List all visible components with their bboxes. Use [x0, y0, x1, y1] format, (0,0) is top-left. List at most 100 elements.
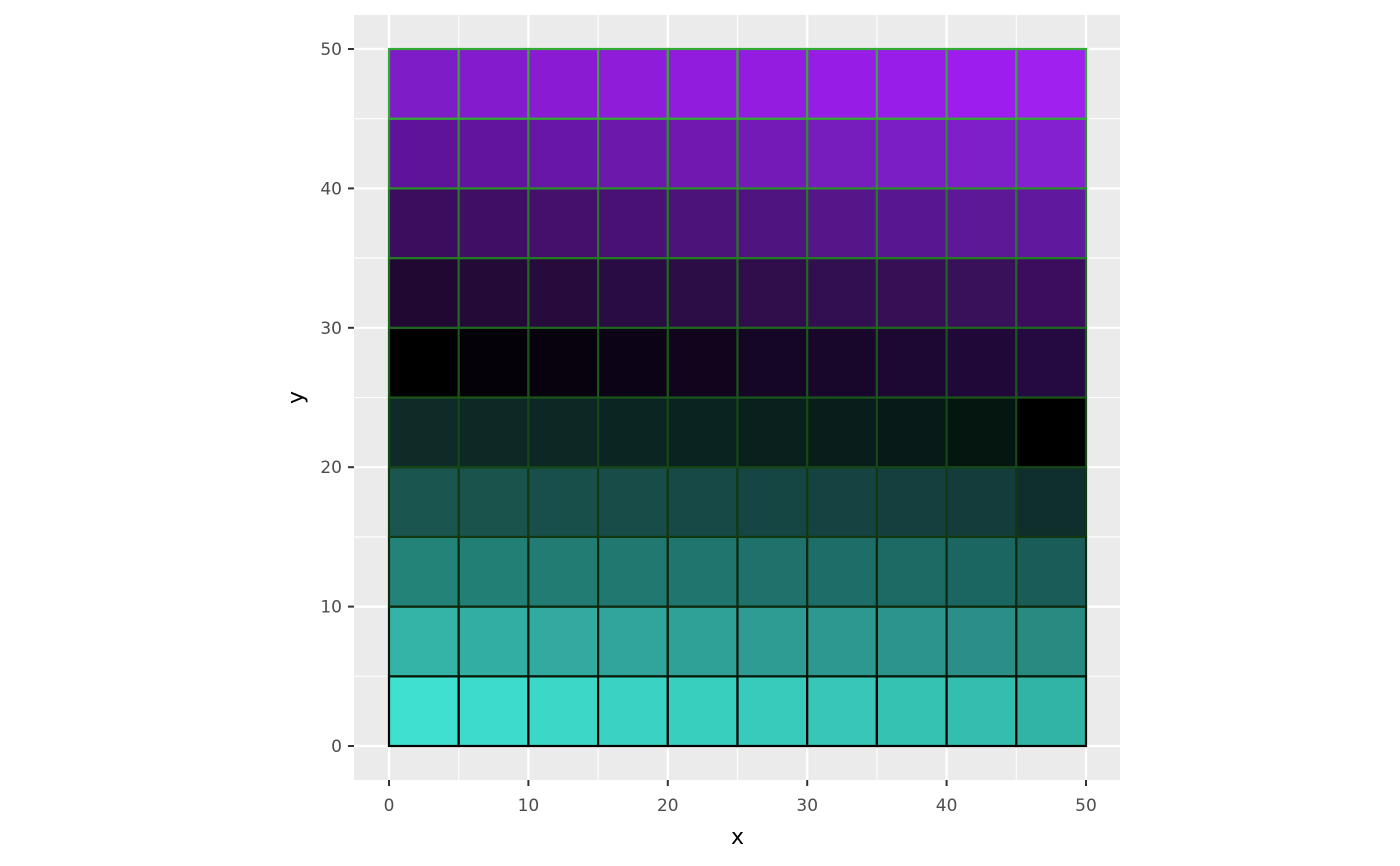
heatmap-tile — [387, 47, 460, 120]
heatmap-tile — [387, 535, 460, 608]
heatmap-tile — [875, 117, 948, 190]
heatmap-tile — [806, 535, 879, 608]
heatmap-tile — [806, 117, 879, 190]
heatmap-tile — [806, 396, 879, 469]
x-tick-label: 30 — [796, 796, 818, 816]
heatmap-tile — [527, 535, 600, 608]
heatmap-tile — [875, 605, 948, 678]
heatmap-tile — [945, 117, 1018, 190]
heatmap-tile — [875, 675, 948, 748]
heatmap-tile — [666, 117, 739, 190]
heatmap-tile — [875, 396, 948, 469]
heatmap-tile — [457, 326, 530, 399]
heatmap-tile — [457, 257, 530, 329]
heatmap-tile — [736, 117, 809, 190]
x-axis-title: x — [731, 825, 744, 850]
heatmap-tile — [666, 466, 739, 539]
heatmap-tile — [596, 117, 669, 190]
heatmap-tile — [457, 605, 530, 678]
heatmap-tile — [527, 117, 600, 190]
heatmap-tile — [945, 605, 1018, 678]
heatmap-tile — [1015, 257, 1088, 329]
heatmap-tile — [387, 257, 460, 329]
heatmap-tile — [666, 47, 739, 120]
heatmap-tile — [387, 466, 460, 539]
heatmap-tile — [1015, 535, 1088, 608]
heatmap-tile — [875, 535, 948, 608]
y-tick-label: 0 — [331, 737, 342, 757]
heatmap-tile — [1015, 605, 1088, 678]
heatmap-tile — [736, 466, 809, 539]
x-axis: 0 10 20 30 40 50 — [384, 780, 1097, 816]
heatmap-tile — [527, 47, 600, 120]
heatmap-tile — [596, 535, 669, 608]
heatmap-tile — [666, 326, 739, 399]
heatmap-tile — [945, 396, 1018, 469]
y-tick-label: 40 — [320, 179, 342, 199]
x-tick-label: 50 — [1075, 796, 1097, 816]
heatmap-tile — [666, 187, 739, 260]
heatmap-tile — [596, 326, 669, 399]
y-tick-label: 20 — [320, 458, 342, 478]
heatmap-tile — [945, 326, 1018, 399]
heatmap-tiles — [387, 47, 1088, 748]
heatmap-tile — [736, 187, 809, 260]
heatmap-tile — [806, 466, 879, 539]
heatmap-tile — [736, 675, 809, 748]
heatmap-tile — [806, 326, 879, 399]
heatmap-tile — [736, 535, 809, 608]
heatmap-tile — [875, 187, 948, 260]
x-tick-label: 10 — [518, 796, 540, 816]
heatmap-tile — [875, 47, 948, 120]
heatmap-tile — [736, 257, 809, 329]
heatmap-tile — [457, 187, 530, 260]
heatmap-tile — [875, 326, 948, 399]
heatmap-tile — [1015, 326, 1088, 399]
heatmap-tile — [945, 257, 1018, 329]
x-tick-label: 0 — [384, 796, 395, 816]
heatmap-tile — [457, 675, 530, 748]
heatmap-tile — [945, 675, 1018, 748]
heatmap-tile — [666, 535, 739, 608]
y-axis-title: y — [284, 391, 309, 404]
heatmap-tile — [387, 326, 460, 399]
y-tick-label: 10 — [320, 598, 342, 618]
heatmap-tile — [527, 605, 600, 678]
heatmap-tile — [527, 257, 600, 329]
heatmap-tile — [736, 47, 809, 120]
heatmap-tile — [736, 396, 809, 469]
heatmap-tile — [945, 535, 1018, 608]
heatmap-tile — [596, 47, 669, 120]
y-tick-label: 30 — [320, 319, 342, 339]
heatmap-tile — [875, 466, 948, 539]
heatmap-tile — [945, 466, 1018, 539]
heatmap-tile — [806, 675, 879, 748]
heatmap-tile — [387, 605, 460, 678]
heatmap-tile — [736, 326, 809, 399]
heatmap-tile — [596, 187, 669, 260]
heatmap-tile — [457, 396, 530, 469]
heatmap-tile — [945, 187, 1018, 260]
heatmap-tile — [457, 466, 530, 539]
heatmap-tile — [1015, 396, 1088, 469]
heatmap-tile — [806, 605, 879, 678]
heatmap-tile — [596, 257, 669, 329]
heatmap-tile — [596, 675, 669, 748]
heatmap-tile — [387, 396, 460, 469]
heatmap-tile — [527, 187, 600, 260]
heatmap-tile — [596, 605, 669, 678]
x-tick-label: 20 — [657, 796, 679, 816]
heatmap-tile — [527, 466, 600, 539]
heatmap-tile — [945, 47, 1018, 120]
heatmap-tile — [596, 466, 669, 539]
heatmap-tile — [1015, 466, 1088, 539]
heatmap-tile — [387, 675, 460, 748]
heatmap-tile — [666, 675, 739, 748]
y-axis: 0 10 20 30 40 50 — [320, 40, 354, 757]
heatmap-tile — [736, 605, 809, 678]
heatmap-tile — [666, 396, 739, 469]
heatmap-tile — [666, 257, 739, 329]
heatmap-tile — [806, 187, 879, 260]
heatmap-tile — [596, 396, 669, 469]
